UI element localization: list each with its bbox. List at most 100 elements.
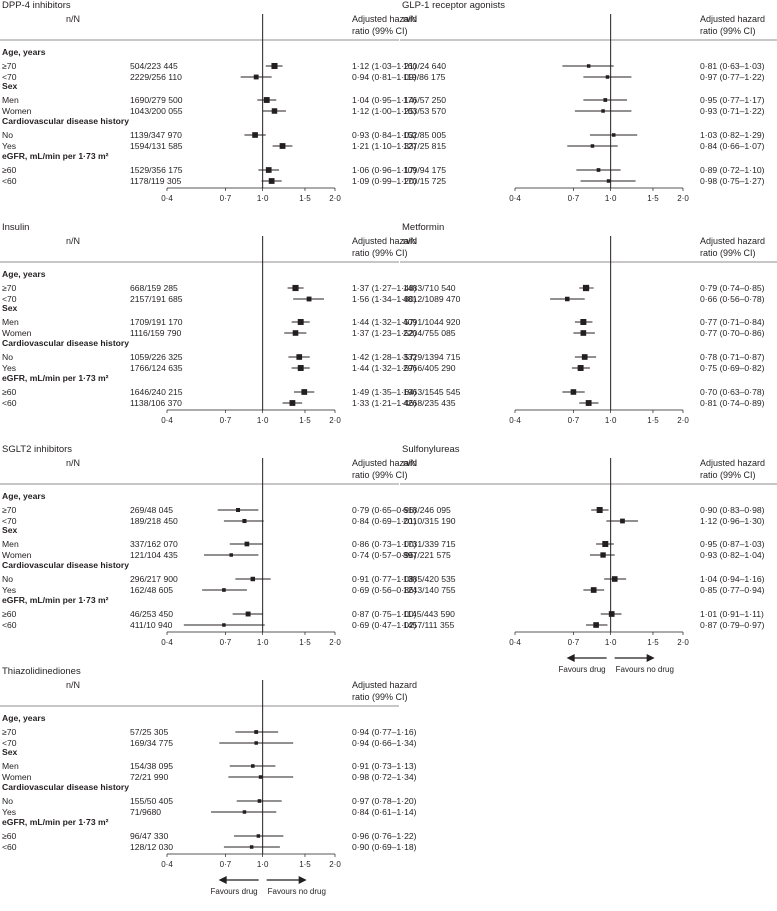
row-label: Men <box>2 761 19 771</box>
favours-drug-label: Favours drug <box>559 665 606 674</box>
row-n-over-N: 121/104 435 <box>130 550 178 560</box>
row-hazard-ratio: 1·06 (0·96–1·17) <box>352 165 417 175</box>
row-hazard-ratio: 1·01 (0·91–1·11) <box>700 609 764 619</box>
row-label: No <box>2 352 13 362</box>
row-label: <60 <box>2 842 17 852</box>
row-hazard-ratio: 0·81 (0·74–0·89) <box>700 398 765 408</box>
row-label: Women <box>2 328 32 338</box>
point-estimate-marker <box>577 365 584 371</box>
row-hazard-ratio: 0·89 (0·72–1·10) <box>700 165 765 175</box>
group-heading: eGFR, mL/min per 1·73 m² <box>2 373 109 383</box>
row-hazard-ratio: 0·94 (0·81–1·09) <box>352 72 417 82</box>
column-header-hr-line2: ratio (99% CI) <box>700 26 756 36</box>
point-estimate-marker <box>580 330 587 336</box>
row-n-over-N: 2010/315 190 <box>403 516 456 526</box>
row-n-over-N: 103/53 570 <box>403 106 446 116</box>
row-label: ≥70 <box>2 283 16 293</box>
row-label: <70 <box>2 516 17 526</box>
x-tick-label: 1·0 <box>257 416 269 425</box>
favours-no-drug-label: Favours no drug <box>268 887 326 896</box>
x-tick-label: 2·0 <box>677 638 689 647</box>
row-n-over-N: 1690/279 500 <box>130 95 183 105</box>
group-heading: Sex <box>2 81 18 91</box>
point-estimate-marker <box>600 552 606 558</box>
row-hazard-ratio: 1·03 (0·82–1·29) <box>700 130 765 140</box>
row-hazard-ratio: 1·12 (0·96–1·30) <box>700 516 765 526</box>
row-hazard-ratio: 0·97 (0·78–1·20) <box>352 796 417 806</box>
point-estimate-marker <box>254 741 258 745</box>
column-header-nN: n/N <box>66 236 80 246</box>
column-header-hr-line1: Adjusted hazard <box>352 14 417 24</box>
group-heading: Sex <box>2 303 18 313</box>
point-estimate-marker <box>582 284 590 292</box>
group-heading: Cardiovascular disease history <box>2 338 129 348</box>
x-tick-label: 1·0 <box>257 860 269 869</box>
row-n-over-N: 128/12 030 <box>130 842 173 852</box>
row-label: ≥60 <box>2 831 16 841</box>
group-heading: Cardiovascular disease history <box>2 782 129 792</box>
row-n-over-N: 1594/131 585 <box>130 141 183 151</box>
point-estimate-marker <box>249 845 254 849</box>
panel-glp-1-receptor-agonists: GLP-1 receptor agonists n/N Adjusted hazar… <box>400 0 777 203</box>
row-n-over-N: 1483/710 540 <box>403 283 456 293</box>
point-estimate-marker <box>254 730 259 734</box>
row-hazard-ratio: 0·74 (0·57–0·96) <box>352 550 417 560</box>
row-label: Yes <box>2 807 16 817</box>
point-estimate-marker <box>580 319 587 325</box>
x-tick-label: 0·7 <box>568 416 580 425</box>
row-n-over-N: 1457/111 355 <box>403 620 455 630</box>
point-estimate-marker <box>229 553 233 557</box>
point-estimate-marker <box>242 810 247 814</box>
column-header-nN: n/N <box>403 14 417 24</box>
point-estimate-marker <box>602 541 609 547</box>
row-n-over-N: 269/48 045 <box>130 505 173 515</box>
row-n-over-N: 337/162 070 <box>130 539 178 549</box>
point-estimate-marker <box>570 389 577 395</box>
row-n-over-N: 1529/356 175 <box>130 165 183 175</box>
row-label: ≥60 <box>2 609 16 619</box>
point-estimate-marker <box>251 764 255 768</box>
favours-no-drug-arrowhead <box>298 876 307 884</box>
point-estimate-marker <box>236 508 241 512</box>
point-estimate-marker <box>289 400 296 406</box>
point-estimate-marker <box>581 354 588 360</box>
point-estimate-marker <box>596 168 601 172</box>
row-n-over-N: 668/159 285 <box>130 283 178 293</box>
column-header-hr-line2: ratio (99% CI) <box>700 248 756 258</box>
column-header-hr-line1: Adjusted hazard <box>700 236 765 246</box>
row-hazard-ratio: 0·69 (0·56–0·86) <box>352 585 417 595</box>
column-header-nN: n/N <box>66 14 80 24</box>
column-header-hr-line1: Adjusted hazard <box>352 458 417 468</box>
row-hazard-ratio: 0·94 (0·77–1·16) <box>352 727 417 737</box>
row-hazard-ratio: 0·94 (0·66–1·34) <box>352 738 417 748</box>
row-hazard-ratio: 0·93 (0·71–1·22) <box>700 106 765 116</box>
row-label: Men <box>2 317 19 327</box>
row-hazard-ratio: 1·04 (0·95–1·14) <box>352 95 417 105</box>
column-header-nN: n/N <box>403 236 417 246</box>
row-n-over-N: 160/24 640 <box>403 61 446 71</box>
row-n-over-N: 162/48 605 <box>130 585 173 595</box>
point-estimate-marker <box>605 75 610 79</box>
row-hazard-ratio: 0·69 (0·47–1·02) <box>352 620 417 630</box>
x-tick-label: 0·4 <box>161 638 173 647</box>
row-n-over-N: 109/94 175 <box>403 165 446 175</box>
row-label: Men <box>2 95 19 105</box>
row-n-over-N: 897/221 575 <box>403 550 451 560</box>
row-n-over-N: 170/15 725 <box>403 176 446 186</box>
row-n-over-N: 1145/443 590 <box>403 609 455 619</box>
row-n-over-N: 1385/420 535 <box>403 574 456 584</box>
group-heading: Age, years <box>2 47 46 57</box>
row-hazard-ratio: 0·90 (0·83–0·98) <box>700 505 765 515</box>
row-n-over-N: 1116/159 790 <box>130 328 182 338</box>
point-estimate-marker <box>593 622 599 628</box>
point-estimate-marker <box>590 144 595 148</box>
row-n-over-N: 1731/339 715 <box>403 539 456 549</box>
row-hazard-ratio: 1·09 (0·99–1·20) <box>352 176 417 186</box>
row-label: ≥70 <box>2 61 16 71</box>
point-estimate-marker <box>296 354 303 360</box>
x-tick-label: 0·4 <box>509 194 521 203</box>
x-tick-label: 1·5 <box>299 860 311 869</box>
x-tick-label: 2·0 <box>677 194 689 203</box>
row-hazard-ratio: 0·96 (0·76–1·22) <box>352 831 417 841</box>
